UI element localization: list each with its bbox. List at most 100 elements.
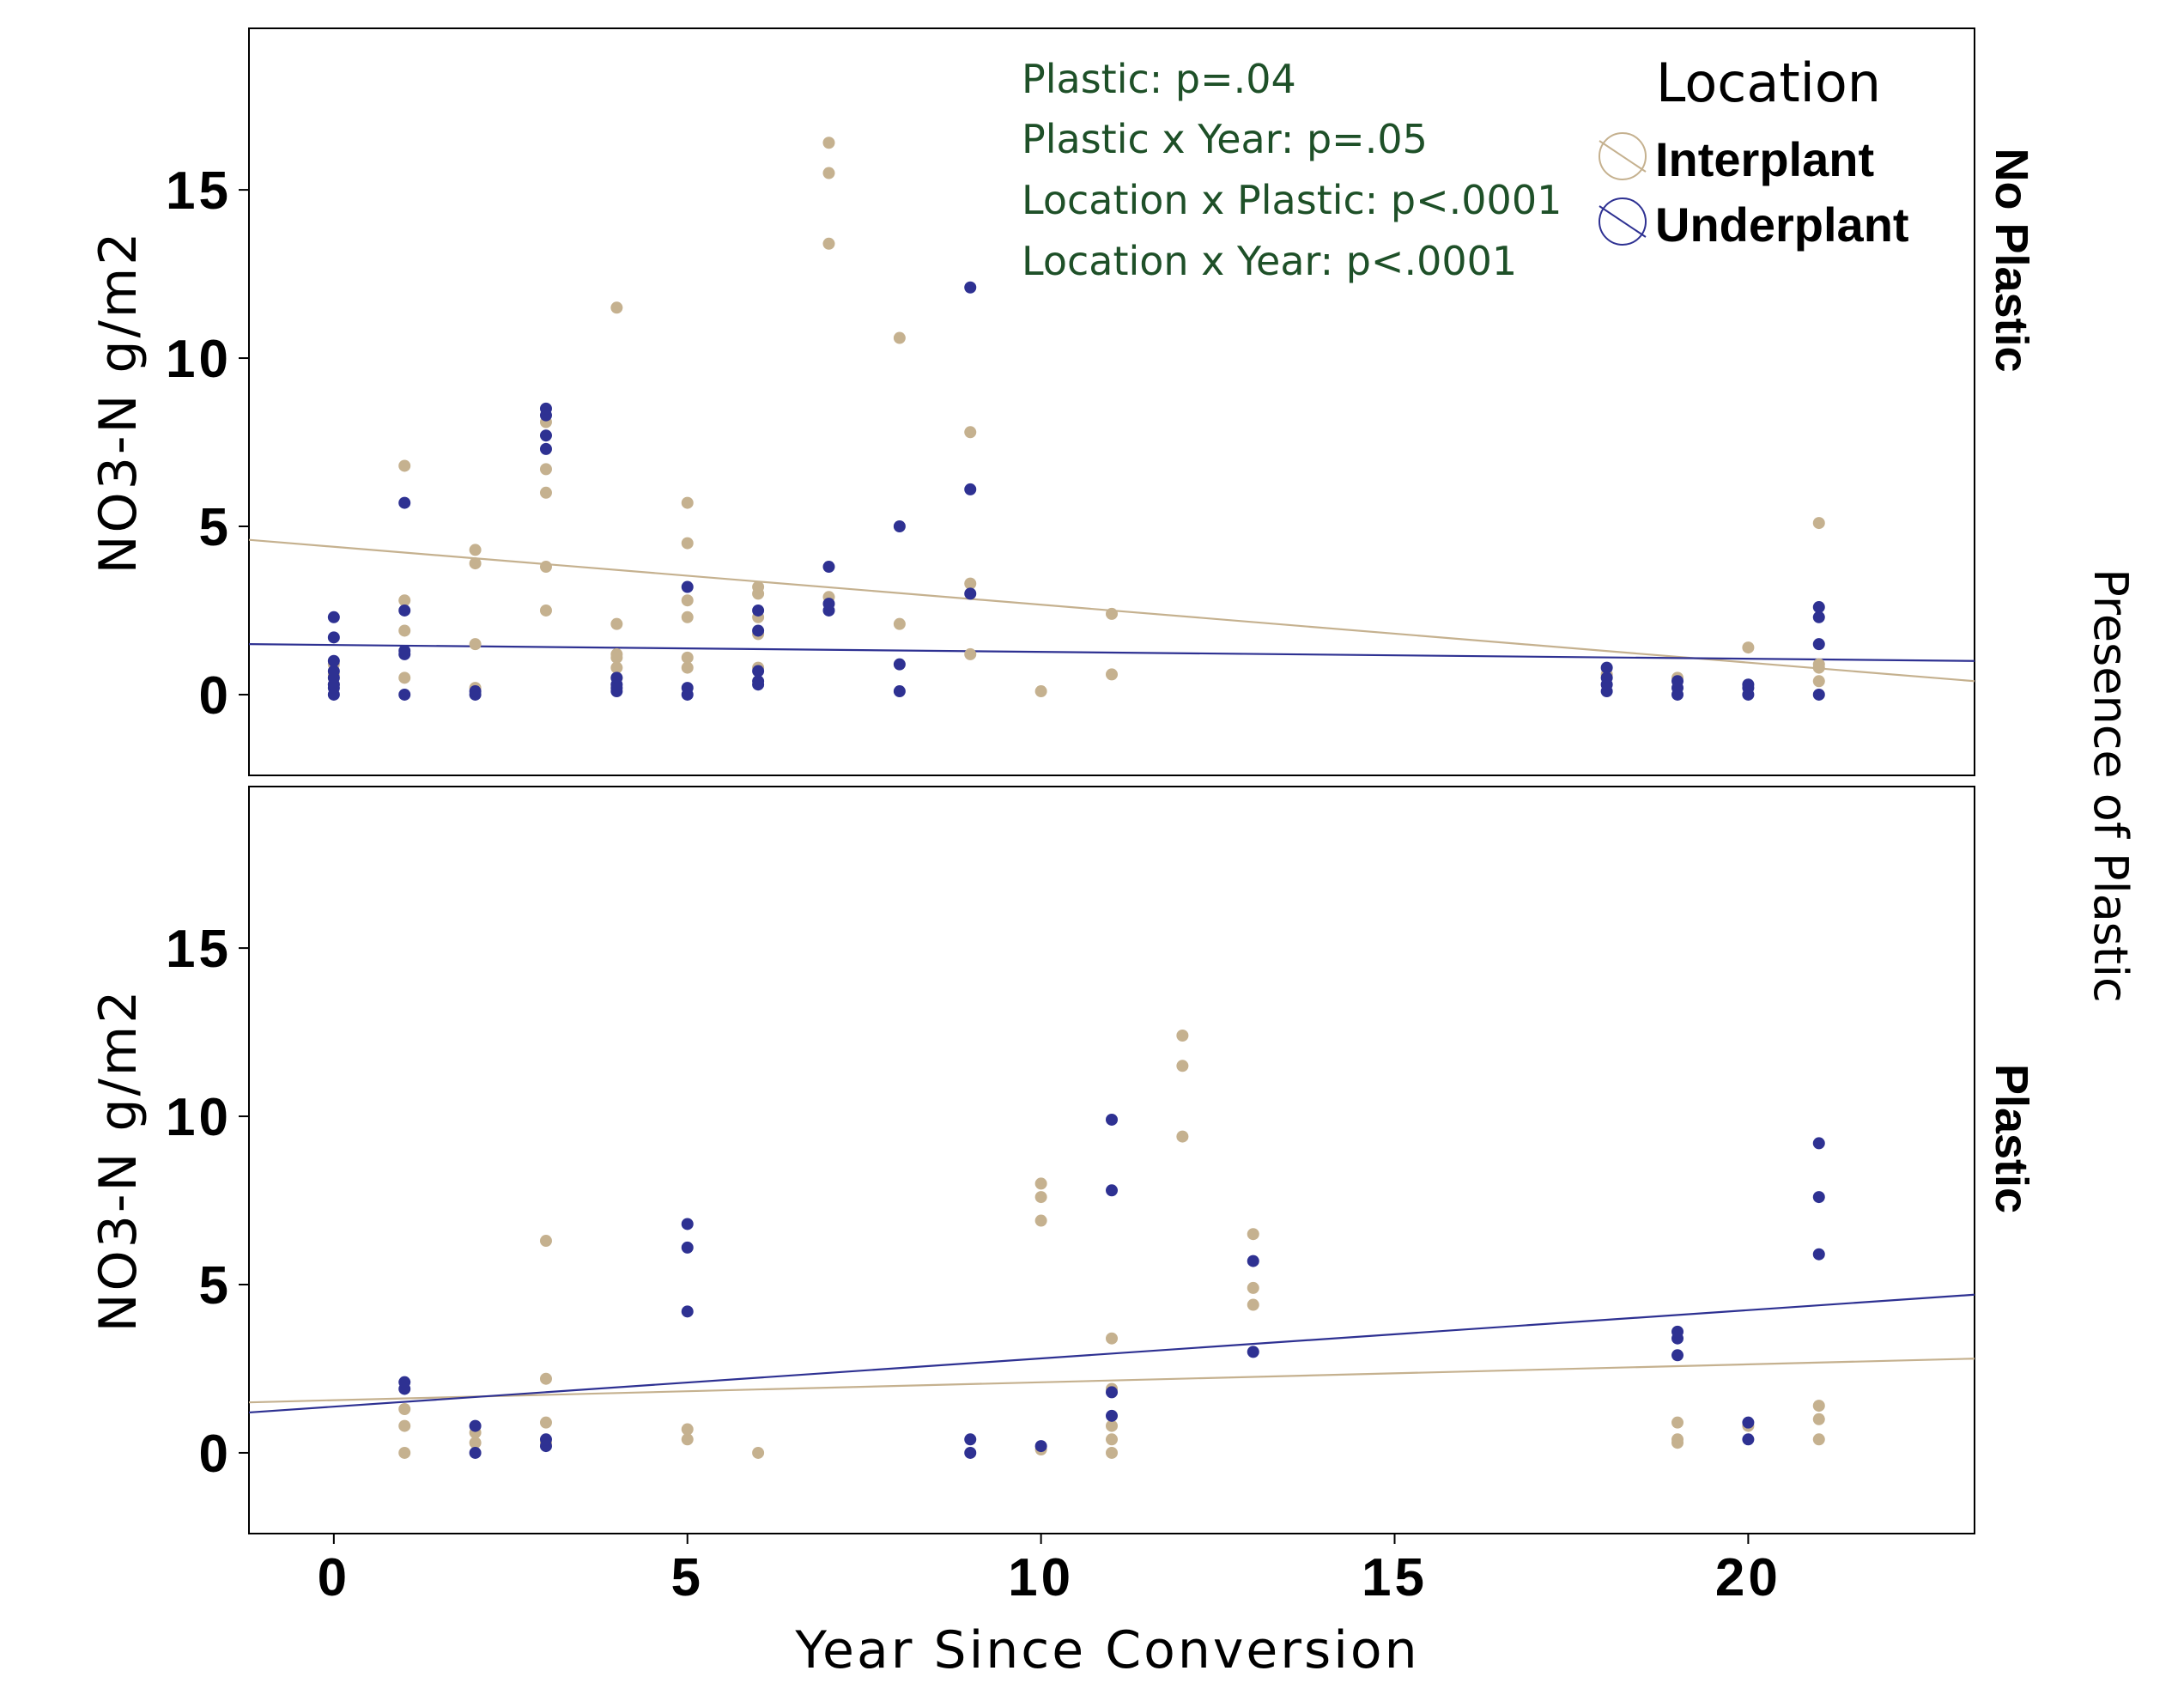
data-point-interplant <box>469 557 482 570</box>
data-point-interplant <box>610 647 623 660</box>
data-point-interplant <box>1812 658 1825 671</box>
data-point-underplant <box>681 1305 694 1318</box>
data-point-underplant <box>752 624 765 637</box>
data-point-interplant <box>1034 1177 1047 1190</box>
data-point-interplant <box>1176 1130 1189 1143</box>
data-point-underplant <box>1671 1325 1684 1338</box>
data-point-interplant <box>964 577 977 590</box>
fit-line-underplant <box>248 1293 1975 1414</box>
data-point-interplant <box>469 1437 482 1449</box>
panel-frame <box>248 786 1975 1534</box>
data-point-interplant <box>681 661 694 674</box>
y-tick-label: 0 <box>199 666 232 726</box>
x-tick-label: 5 <box>670 1548 703 1607</box>
data-point-interplant <box>1671 1416 1684 1429</box>
data-point-interplant <box>1812 1433 1825 1446</box>
data-point-interplant <box>1812 675 1825 688</box>
data-point-interplant <box>539 561 552 574</box>
data-point-underplant <box>327 611 340 623</box>
data-point-underplant <box>1812 688 1825 701</box>
data-point-interplant <box>539 463 552 476</box>
data-point-underplant <box>398 604 411 617</box>
panel-plastic: 0 5 10 15 NO3-N g/m2 Plastic <box>88 786 2037 1534</box>
data-point-underplant <box>1671 675 1684 688</box>
data-point-interplant <box>398 459 411 472</box>
data-point-interplant <box>1106 668 1118 681</box>
data-point-underplant <box>964 1446 977 1459</box>
data-point-underplant <box>752 604 765 617</box>
y-tick-label: 15 <box>166 161 232 221</box>
data-point-interplant <box>1812 1400 1825 1413</box>
data-point-interplant <box>469 544 482 556</box>
data-point-underplant <box>681 1218 694 1230</box>
data-point-interplant <box>681 496 694 509</box>
data-point-underplant <box>539 429 552 442</box>
data-point-interplant <box>822 137 835 149</box>
chart-panels: 0 5 10 15 NO3-N g/m2 No Plastic 0 5 10 15 NO3-N g/… <box>88 27 2037 1534</box>
data-point-underplant <box>1106 1113 1118 1126</box>
data-point-interplant <box>610 617 623 630</box>
stat-annotation: Plastic x Year: p=.05 <box>1022 116 1428 162</box>
data-point-interplant <box>1176 1030 1189 1042</box>
data-point-underplant <box>1812 611 1825 623</box>
data-point-interplant <box>1247 1298 1259 1311</box>
data-point-interplant <box>539 1235 552 1248</box>
stat-annotations: Plastic: p=.04 Plastic x Year: p=.05 Loc… <box>1022 56 1562 284</box>
data-point-underplant <box>964 1433 977 1446</box>
data-point-interplant <box>539 1372 552 1385</box>
stat-annotation: Location x Plastic: p<.0001 <box>1022 177 1562 223</box>
data-point-underplant <box>1600 671 1613 684</box>
data-point-interplant <box>1247 1281 1259 1294</box>
data-point-interplant <box>1176 1060 1189 1072</box>
data-point-interplant <box>469 638 482 651</box>
legend-label-underplant: Underplant <box>1655 197 1909 252</box>
y-tick-label: 5 <box>199 1256 232 1315</box>
data-point-interplant <box>964 426 977 439</box>
data-point-underplant <box>1247 1255 1259 1267</box>
data-point-underplant <box>469 685 482 698</box>
legend: Location Interplant Underplant <box>1599 52 1909 252</box>
data-point-underplant <box>539 402 552 415</box>
data-point-underplant <box>681 580 694 593</box>
fit-line-underplant <box>248 643 1975 662</box>
data-point-underplant <box>398 645 411 657</box>
data-point-underplant <box>752 665 765 677</box>
data-point-interplant <box>539 604 552 617</box>
x-axis-title: Year Since Conversion <box>794 1620 1419 1680</box>
data-point-underplant <box>1106 1409 1118 1422</box>
data-point-underplant <box>1812 638 1825 651</box>
data-point-underplant <box>1247 1346 1259 1358</box>
data-point-interplant <box>1034 1214 1047 1227</box>
data-point-underplant <box>1600 661 1613 674</box>
data-point-interplant <box>964 647 977 660</box>
data-point-interplant <box>1034 1191 1047 1204</box>
data-point-interplant <box>893 331 906 344</box>
data-point-interplant <box>681 537 694 550</box>
data-point-underplant <box>893 658 906 671</box>
data-point-underplant <box>610 671 623 684</box>
data-point-interplant <box>752 580 765 593</box>
x-axis-ticks: 0 5 10 15 20 <box>318 1534 1778 1607</box>
data-point-underplant <box>1106 1184 1118 1197</box>
data-point-interplant <box>681 594 694 607</box>
data-point-interplant <box>1671 1433 1684 1446</box>
data-point-interplant <box>398 594 411 607</box>
data-point-underplant <box>1671 1349 1684 1362</box>
data-point-underplant <box>752 675 765 688</box>
data-point-interplant <box>822 167 835 179</box>
data-point-underplant <box>398 688 411 701</box>
data-point-interplant <box>610 661 623 674</box>
data-point-interplant <box>398 624 411 637</box>
data-point-interplant <box>752 1446 765 1459</box>
y-axis-title: NO3-N g/m2 <box>88 988 149 1333</box>
data-point-underplant <box>539 1433 552 1446</box>
data-point-underplant <box>964 483 977 495</box>
data-point-underplant <box>398 1376 411 1388</box>
x-tick-label: 15 <box>1362 1548 1428 1607</box>
data-point-interplant <box>681 651 694 664</box>
data-point-interplant <box>610 301 623 314</box>
data-point-interplant <box>1812 517 1825 530</box>
y-tick-label: 10 <box>166 1088 232 1147</box>
y-tick-label: 10 <box>166 330 232 389</box>
